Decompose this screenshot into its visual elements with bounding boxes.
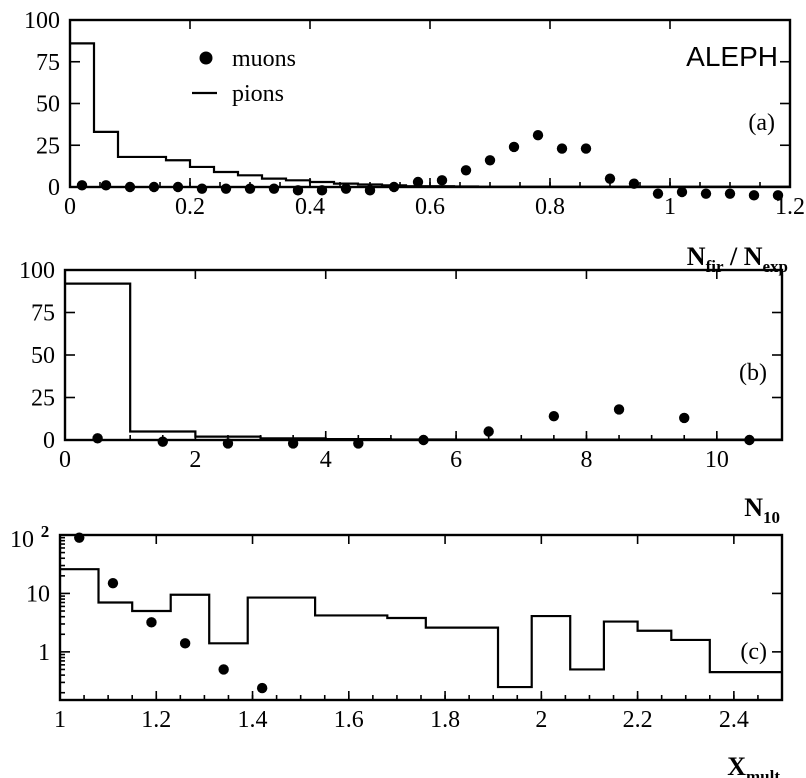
x-tick-label: 4 [320, 447, 332, 473]
muon-point [353, 438, 364, 449]
x-tick-label: 0.8 [535, 194, 565, 220]
muon-point [652, 188, 664, 199]
panel-label: (a) [748, 110, 775, 136]
x-axis-label: N10 [744, 493, 780, 527]
y-tick-label: 10 [26, 581, 50, 607]
muon-point [107, 577, 119, 589]
x-tick-label: 1 [54, 707, 66, 733]
muon-point [483, 426, 494, 437]
pions-histogram-line [60, 568, 782, 689]
panel-label: (c) [740, 639, 767, 665]
muon-point [179, 638, 191, 649]
legend-pions-label: pions [232, 81, 284, 107]
x-tick-label: 0 [59, 447, 71, 473]
muon-point [222, 438, 234, 449]
x-tick-label: 6 [450, 447, 462, 473]
muon-point [532, 130, 544, 141]
muon-point [124, 181, 136, 193]
muon-point [412, 176, 424, 188]
panel-c: 1 1.2 1.4 1.6 1.8 2 2.2 2.4 1 10 10 2 (c) Xmult [10, 522, 784, 778]
x-tick-label: 0.2 [175, 194, 205, 220]
y-tick-label: 50 [36, 92, 60, 118]
muon-point [256, 682, 268, 694]
muon-point [484, 155, 496, 166]
y-tick-label: 25 [36, 133, 60, 159]
y-top-label-base: 10 [10, 527, 34, 553]
muon-point [196, 183, 208, 194]
x-tick-label: 1.4 [238, 707, 268, 733]
x-tick-label: 1.8 [430, 707, 460, 733]
legend-muons-label: muons [232, 46, 296, 72]
legend-muons-marker [199, 51, 213, 65]
muon-point [418, 434, 429, 446]
muon-point [460, 165, 472, 176]
y-tick-label: 75 [31, 301, 55, 327]
muon-point [74, 532, 85, 543]
x-tick-label: 0.6 [415, 194, 445, 220]
muon-point [772, 190, 784, 201]
muon-point [292, 185, 304, 196]
panel-label: (b) [739, 360, 767, 386]
muon-point [287, 438, 299, 449]
muon-point [157, 436, 168, 447]
muon-point [220, 183, 232, 194]
muon-point [676, 186, 688, 198]
x-tick-label: 0 [64, 194, 76, 220]
x-tick-label: 0.4 [295, 194, 325, 220]
y-tick-label: 50 [31, 343, 55, 369]
muon-point [436, 175, 448, 186]
x-tick-label: 8 [580, 447, 592, 473]
muon-point [613, 404, 625, 415]
muon-point [148, 181, 160, 193]
x-tick-label: 1.6 [334, 707, 364, 733]
muon-point [364, 185, 376, 196]
y-tick-label: 0 [48, 175, 60, 201]
muon-point [724, 188, 736, 199]
y-tick-label: 100 [24, 8, 60, 34]
muon-point [548, 411, 560, 422]
x-tick-label: 1.2 [141, 707, 171, 733]
muon-point [556, 143, 568, 154]
muon-point [316, 185, 328, 196]
y-tick-label: 0 [43, 428, 55, 454]
x-tick-label: 2 [535, 707, 547, 733]
pions-histogram-line [70, 42, 790, 188]
muon-point [388, 181, 400, 193]
muon-point [218, 664, 229, 675]
y-tick-label: 100 [19, 258, 55, 284]
y-top-label-exp: 2 [41, 522, 50, 541]
muon-point [100, 180, 112, 191]
muon-point [268, 183, 280, 194]
muon-point [172, 181, 184, 193]
muon-point [76, 180, 88, 191]
x-tick-label: 2.4 [719, 707, 749, 733]
plot-frame [63, 268, 784, 442]
muon-point [748, 190, 760, 201]
muon-point [679, 412, 690, 424]
muon-point [92, 433, 103, 444]
x-tick-label: 10 [705, 447, 729, 473]
muon-point [744, 434, 755, 446]
x-tick-label: 1 [664, 194, 676, 220]
y-tick-label: 25 [31, 386, 55, 412]
y-tick-label: 1 [38, 640, 50, 666]
plot-frame [68, 18, 792, 189]
muon-point [340, 183, 352, 194]
muon-point [508, 141, 520, 153]
muon-point [604, 173, 616, 184]
y-tick-label: 75 [36, 50, 60, 76]
x-axis-label: Xmult [727, 752, 780, 778]
experiment-name: ALEPH [686, 41, 778, 72]
x-tick-label: 2 [189, 447, 201, 473]
x-tick-label: 2.2 [623, 707, 653, 733]
muon-point [700, 188, 712, 199]
muon-point [146, 617, 157, 628]
pions-histogram-line [65, 282, 782, 441]
muon-point [628, 178, 640, 189]
muon-point [244, 183, 256, 194]
muon-point [580, 143, 592, 154]
